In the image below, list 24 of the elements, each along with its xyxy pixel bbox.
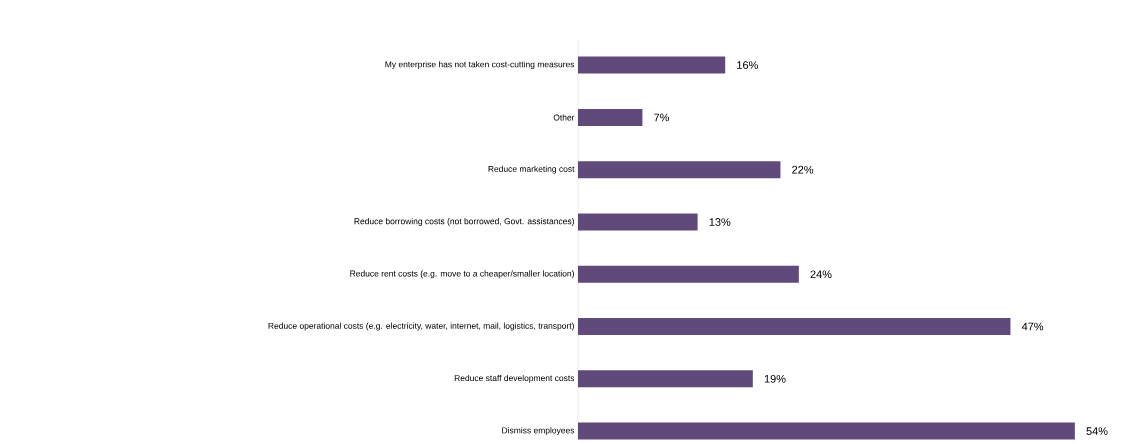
bar (578, 265, 799, 283)
data-label: 22% (792, 165, 814, 174)
data-label: 24% (810, 270, 832, 279)
data-label: 54% (1086, 427, 1108, 435)
y-tick-label: My enterprise has not taken cost-cutting measures (385, 61, 575, 70)
y-tick-label: Reduce marketing cost (488, 165, 575, 174)
data-label: 47% (1021, 322, 1044, 331)
y-tick-label: Reduce borrowing costs (not borrowed, Govt. assistances) (354, 218, 574, 226)
y-tick-label: Reduce staff development costs (454, 374, 575, 383)
bar (578, 161, 781, 179)
bar (578, 213, 698, 231)
data-label: 7% (654, 113, 670, 122)
data-label: 19% (764, 374, 786, 383)
y-tick-label: Dismiss employees (502, 427, 575, 436)
bar (578, 422, 1075, 440)
data-label: 13% (709, 218, 731, 226)
y-tick-label: Reduce operational costs (e.g. electricity, water, internet, mail, logistics, transport) (268, 322, 574, 331)
y-tick-label: Reduce rent costs (e.g. move to a cheaper/smaller location) (350, 270, 574, 279)
y-tick-label: Other (553, 114, 575, 121)
data-label: 16% (737, 61, 758, 69)
bar (578, 370, 753, 388)
bar (578, 318, 1011, 336)
bar (578, 56, 726, 74)
bar (578, 108, 643, 126)
